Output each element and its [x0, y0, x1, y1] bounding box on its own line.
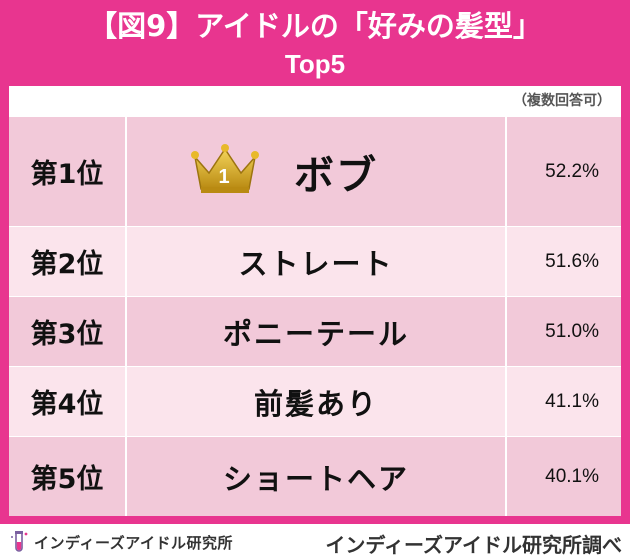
percentage-value: 52.2% [545, 160, 599, 182]
rank-label: 第2位 [9, 227, 127, 296]
hairstyle-name: 前髪あり [127, 367, 507, 436]
chart-subtitle: Top5 [284, 49, 346, 79]
rank-label: 第5位 [9, 437, 127, 516]
percentage-value: 40.1% [545, 465, 599, 487]
crown-number: 1 [218, 166, 231, 188]
logo-text: インディーズアイドル研究所 [34, 534, 233, 552]
hairstyle-name: ショートヘア [127, 437, 507, 516]
table-row: 第5位 ショートヘア 40.1% [9, 436, 621, 516]
multiple-answer-note: （複数回答可） [513, 93, 611, 109]
crown-icon: 1 [191, 144, 259, 193]
percentage-value: 41.1% [545, 390, 599, 412]
table-row: 第2位 ストレート 51.6% [9, 226, 621, 296]
chart-title: 【図9】アイドルの「好みの髪型」 [88, 9, 542, 43]
rank-label: 第1位 [9, 117, 127, 226]
table-row: 第1位 1 ボブ 52 [9, 116, 621, 226]
percentage-value: 51.0% [545, 320, 599, 342]
hairstyle-name-text: ボブ [294, 152, 378, 199]
table-row: 第4位 前髪あり 41.1% [9, 366, 621, 436]
hairstyle-name: ポニーテール [127, 297, 507, 366]
percentage-value: 51.6% [545, 250, 599, 272]
chart-frame: 【図9】アイドルの「好みの髪型」 Top5 （複数回答可） 第1位 [0, 0, 630, 524]
note-band: （複数回答可） [9, 86, 621, 116]
hairstyle-name: 1 ボブ [127, 117, 507, 226]
footer: インディーズアイドル研究所 インディーズアイドル研究所調べ [0, 524, 630, 558]
source-credit: インディーズアイドル研究所調べ [325, 533, 622, 557]
ranking-table: 第1位 1 ボブ 52 [9, 116, 621, 516]
rank-label: 第3位 [9, 297, 127, 366]
hairstyle-name: ストレート [127, 227, 507, 296]
table-row: 第3位 ポニーテール 51.0% [9, 296, 621, 366]
rank-label: 第4位 [9, 367, 127, 436]
test-tube-icon [11, 531, 28, 552]
